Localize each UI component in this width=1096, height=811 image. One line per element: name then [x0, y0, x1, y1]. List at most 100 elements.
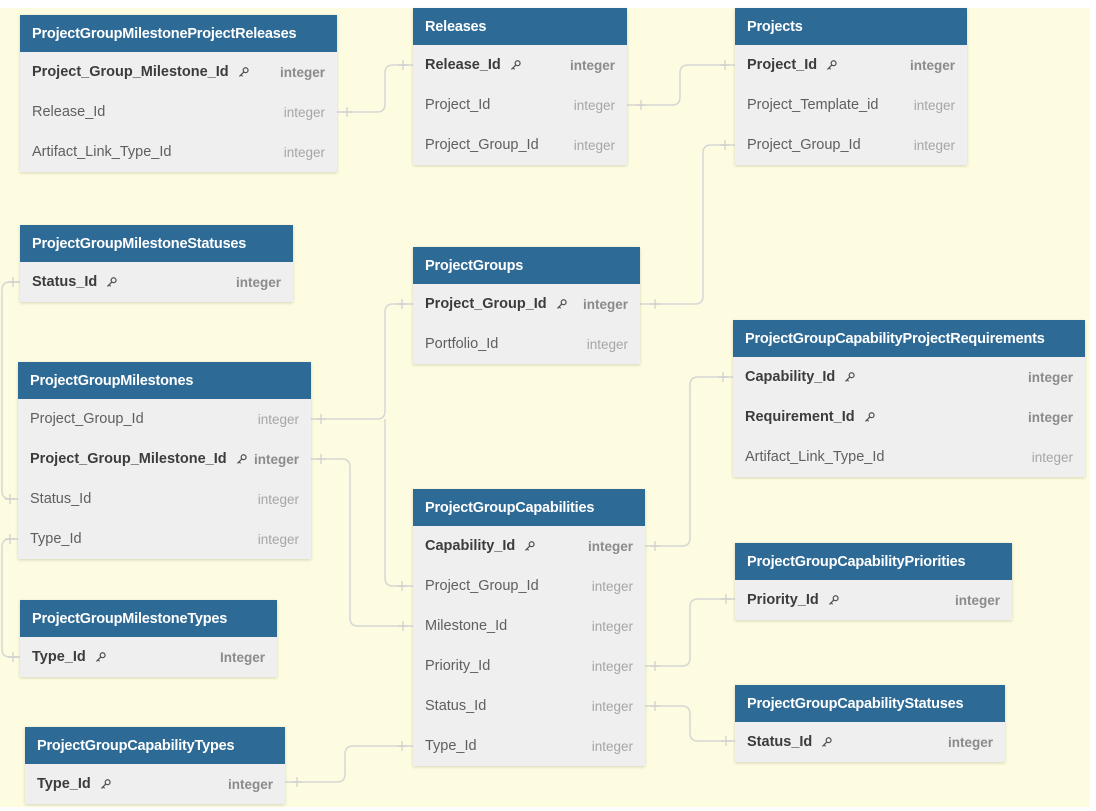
column-row-Requirement_Id: Requirement_Id integer — [733, 397, 1085, 437]
primary-key-icon — [100, 778, 111, 789]
column-name-text: Project_Id — [747, 57, 818, 73]
table-ProjectGroupMilestoneStatuses[interactable]: ProjectGroupMilestoneStatuses Status_Id in… — [20, 225, 293, 302]
connection-point-cross — [650, 299, 660, 309]
column-name: Artifact_Link_Type_Id — [32, 144, 171, 160]
column-type: integer — [227, 776, 273, 792]
table-header[interactable]: Projects — [735, 8, 967, 45]
column-name: Project_Id — [747, 57, 838, 73]
connection-point-cross — [650, 541, 660, 551]
column-row-Type_Id: Type_Id integer — [18, 519, 311, 559]
table-header[interactable]: ProjectGroupCapabilityStatuses — [735, 685, 1005, 722]
primary-key-icon — [107, 276, 117, 287]
column-name: Type_Id — [30, 531, 82, 547]
column-name: Capability_Id — [425, 538, 536, 554]
table-header[interactable]: ProjectGroups — [413, 247, 640, 284]
column-name-text: Release_Id — [32, 104, 106, 120]
connection-point-cross — [721, 594, 731, 604]
connector-ProjectGroupMilestoneProjectReleases.Release_Id->Releases.Release_Id — [337, 64, 413, 113]
table-header[interactable]: ProjectGroupMilestoneStatuses — [20, 225, 293, 262]
table-header[interactable]: ProjectGroupCapabilityTypes — [25, 727, 285, 764]
table-title: ProjectGroupMilestoneProjectReleases — [32, 25, 297, 42]
primary-key-icon — [236, 453, 247, 464]
connection-point-cross — [5, 494, 15, 504]
column-row-Project_Group_Id: Project_Group_Id integer — [735, 125, 967, 165]
table-header[interactable]: ProjectGroupMilestoneTypes — [20, 600, 277, 637]
connection-point-cross — [636, 100, 646, 110]
table-header[interactable]: ProjectGroupCapabilities — [413, 489, 645, 526]
column-name-text: Status_Id — [747, 734, 813, 750]
connection-point-cross — [397, 299, 407, 309]
column-type: integer — [947, 734, 993, 750]
column-type: integer — [591, 578, 633, 594]
table-ProjectGroupMilestones[interactable]: ProjectGroupMilestones Project_Group_Id in… — [18, 362, 311, 559]
table-ProjectGroupCapabilityStatuses[interactable]: ProjectGroupCapabilityStatuses Status_Id i… — [735, 685, 1005, 762]
table-header[interactable]: ProjectGroupCapabilityPriorities — [735, 543, 1012, 580]
table-title: ProjectGroupCapabilityProjectRequirement… — [745, 330, 1045, 347]
column-row-Portfolio_Id: Portfolio_Id integer — [413, 324, 640, 364]
column-name: Priority_Id — [425, 658, 490, 674]
column-name: Milestone_Id — [425, 618, 507, 634]
table-ProjectGroupCapabilities[interactable]: ProjectGroupCapabilities Capability_Id int… — [413, 489, 645, 766]
table-ProjectGroupCapabilityPriorities[interactable]: ProjectGroupCapabilityPriorities Priority… — [735, 543, 1012, 620]
connection-point-cross — [397, 581, 407, 591]
connection-point-cross — [650, 701, 660, 711]
column-name-text: Capability_Id — [425, 538, 516, 554]
column-row-Project_Group_Id: Project_Group_Id integer — [413, 566, 645, 606]
table-ProjectGroupCapabilityProjectRequirements[interactable]: ProjectGroupCapabilityProjectRequirement… — [733, 320, 1085, 477]
column-type: integer — [1027, 369, 1073, 385]
column-row-Project_Group_Milestone_Id: Project_Group_Milestone_Id integer — [20, 52, 337, 92]
column-name: Project_Group_Id — [425, 137, 539, 153]
table-ProjectGroupMilestoneProjectReleases[interactable]: ProjectGroupMilestoneProjectReleases Proj… — [20, 15, 337, 172]
table-ProjectGroupCapabilityTypes[interactable]: ProjectGroupCapabilityTypes Type_Id intege… — [25, 727, 285, 804]
connector-ProjectGroupCapabilities.Priority_Id->ProjectGroupCapabilityPriorities.Priority_Id — [645, 598, 735, 667]
column-row-Milestone_Id: Milestone_Id integer — [413, 606, 645, 646]
connection-point-cross — [5, 534, 15, 544]
connection-point-cross — [342, 107, 352, 117]
column-type: integer — [587, 538, 633, 554]
connection-point-cross — [398, 60, 408, 70]
column-row-Project_Group_Id: Project_Group_Id integer — [413, 125, 627, 165]
connection-point-cross — [650, 661, 660, 671]
column-name: Artifact_Link_Type_Id — [745, 449, 884, 465]
table-ProjectGroupMilestoneTypes[interactable]: ProjectGroupMilestoneTypes Type_Id Integer — [20, 600, 277, 677]
column-row-Status_Id: Status_Id integer — [18, 479, 311, 519]
column-row-Priority_Id: Priority_Id integer — [735, 580, 1012, 620]
column-name-text: Project_Group_Id — [30, 411, 144, 427]
column-name-text: Project_Group_Milestone_Id — [32, 64, 229, 80]
connection-point-cross — [292, 777, 302, 787]
table-header[interactable]: Releases — [413, 8, 627, 45]
table-Releases[interactable]: Releases Release_Id integer Project_Id integ… — [413, 8, 627, 165]
column-name-text: Type_Id — [30, 531, 82, 547]
column-row-Project_Group_Id: Project_Group_Id integer — [413, 284, 640, 324]
column-type: integer — [283, 144, 325, 160]
column-name-text: Priority_Id — [747, 592, 819, 608]
table-header[interactable]: ProjectGroupMilestones — [18, 362, 311, 399]
column-name-text: Project_Group_Milestone_Id — [30, 451, 227, 467]
column-name-text: Artifact_Link_Type_Id — [745, 449, 885, 465]
connection-point-cross — [718, 372, 728, 382]
column-name: Status_Id — [30, 491, 91, 507]
column-type: integer — [582, 296, 628, 312]
connection-point-cross — [316, 454, 326, 464]
column-name: Project_Group_Milestone_Id — [32, 64, 250, 80]
primary-key-icon — [822, 736, 832, 747]
table-title: ProjectGroupCapabilities — [425, 499, 595, 516]
connection-point-cross — [8, 652, 18, 662]
column-name-text: Status_Id — [30, 491, 92, 507]
table-ProjectGroups[interactable]: ProjectGroups Project_Group_Id integer Port… — [413, 247, 640, 364]
column-type: integer — [1031, 449, 1073, 465]
column-type: integer — [279, 64, 325, 80]
connection-point-cross — [720, 60, 730, 70]
column-name: Project_Group_Id — [425, 578, 539, 594]
connector-ProjectGroupCapabilities.Capability_Id->ProjectGroupCapabilityProjectRequirements.Capability_Id — [645, 376, 733, 547]
column-name: Project_Id — [425, 97, 490, 113]
column-name: Project_Group_Milestone_Id — [30, 451, 248, 467]
column-type: integer — [954, 592, 1000, 608]
column-name-text: Type_Id — [425, 738, 477, 754]
table-Projects[interactable]: Projects Project_Id integer Project_Templat… — [735, 8, 967, 165]
table-header[interactable]: ProjectGroupCapabilityProjectRequirement… — [733, 320, 1085, 357]
column-name-text: Status_Id — [32, 274, 98, 290]
table-header[interactable]: ProjectGroupMilestoneProjectReleases — [20, 15, 337, 52]
table-title: ProjectGroupMilestoneTypes — [32, 610, 228, 627]
column-row-Type_Id: Type_Id Integer — [20, 637, 277, 677]
